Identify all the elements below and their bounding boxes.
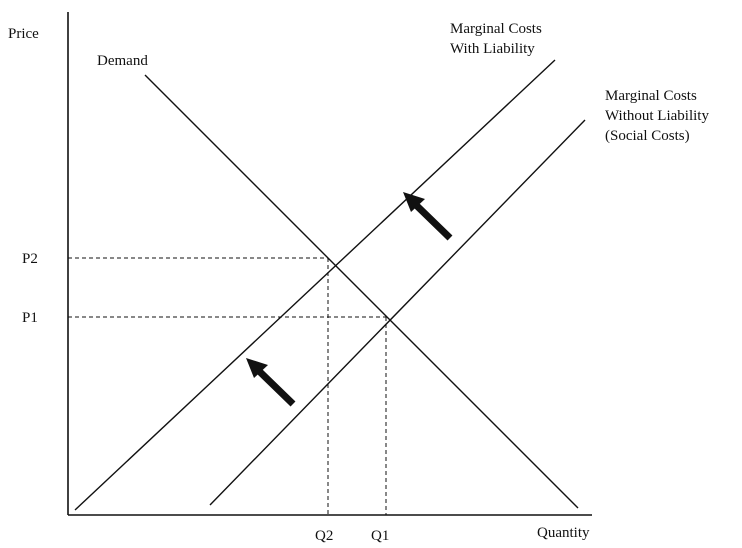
curve-label: Marginal Costs	[450, 21, 542, 37]
demand-curve	[144, 74, 579, 509]
shift-arrow	[413, 202, 453, 241]
curve-label: Demand	[97, 53, 148, 69]
shift-arrow	[256, 368, 296, 407]
curve-label: Marginal Costs	[605, 88, 697, 104]
y-axis-label: Price	[8, 26, 39, 42]
price-label: P2	[22, 251, 38, 267]
arrow-head	[403, 192, 425, 212]
curve-label: With Liability	[450, 41, 535, 57]
quantity-label: Q2	[315, 528, 333, 544]
price-label: P1	[22, 310, 38, 326]
curve-label: (Social Costs)	[605, 128, 690, 144]
arrow-head	[246, 358, 268, 378]
mc-with-liability	[74, 59, 556, 511]
quantity-label: Q1	[371, 528, 389, 544]
curve-label: Without Liability	[605, 108, 709, 124]
mc-without-liability	[209, 119, 586, 506]
x-axis-label: Quantity	[537, 525, 590, 541]
